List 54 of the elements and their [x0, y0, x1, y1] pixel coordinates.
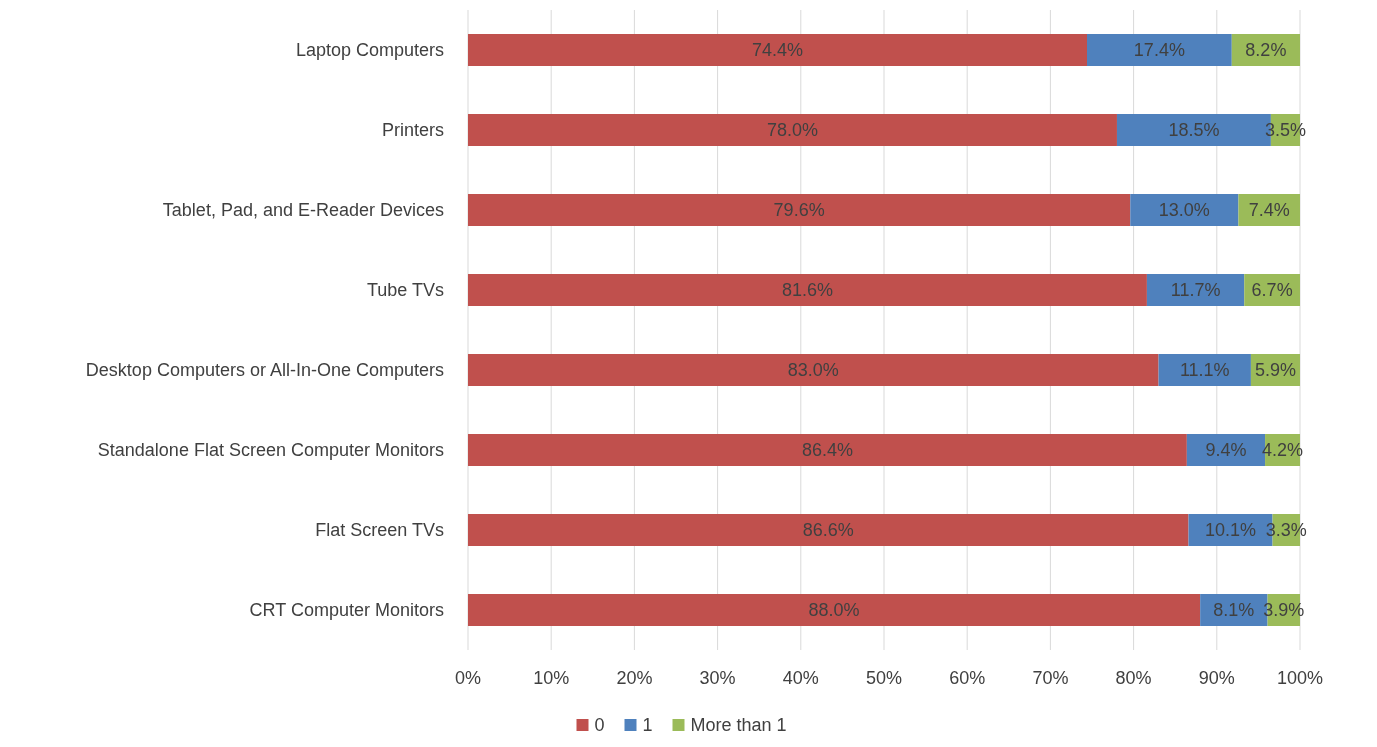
y-tick-label: Tablet, Pad, and E-Reader Devices [162, 200, 444, 221]
data-label: 10.1% [1205, 520, 1257, 541]
bar [468, 194, 1131, 226]
data-label: 81.6% [781, 280, 833, 301]
data-label: 18.5% [1168, 120, 1220, 141]
x-tick-label: 0% [454, 668, 482, 688]
bar [1087, 34, 1232, 66]
bar [468, 114, 1117, 146]
x-tick-label: 10% [533, 668, 570, 688]
data-label: 7.4% [1248, 200, 1290, 221]
data-label: 83.0% [787, 360, 839, 381]
x-tick-label: 70% [1032, 668, 1069, 688]
data-label: 88.0% [808, 600, 860, 621]
legend-label: 1 [642, 715, 653, 736]
data-label: 5.9% [1254, 360, 1296, 381]
x-tick-label: 100% [1276, 668, 1324, 688]
bar [468, 434, 1187, 466]
data-label: 86.6% [802, 520, 854, 541]
legend-label: 0 [594, 715, 605, 736]
data-label: 86.4% [801, 440, 853, 461]
bar [468, 594, 1201, 626]
bar [468, 274, 1147, 306]
x-tick-label: 50% [865, 668, 903, 688]
bar [1158, 354, 1251, 386]
data-label: 79.6% [773, 200, 825, 221]
data-label: 78.0% [766, 120, 818, 141]
data-label: 13.0% [1158, 200, 1210, 221]
x-tick-label: 40% [782, 668, 819, 688]
data-label: 74.4% [751, 40, 804, 61]
bar [1146, 274, 1245, 306]
y-tick-label: Printers [381, 120, 444, 141]
data-label: 17.4% [1133, 40, 1185, 61]
x-tick-label: 60% [949, 668, 986, 688]
bar [468, 34, 1088, 66]
x-tick-label: 90% [1198, 668, 1235, 688]
legend-label: More than 1 [690, 715, 787, 736]
y-tick-label: Laptop Computers [295, 40, 444, 61]
y-tick-label: Tube TVs [366, 280, 444, 301]
data-label: 6.7% [1251, 280, 1293, 301]
x-tick-label: 30% [699, 668, 736, 688]
data-label: 9.4% [1205, 440, 1247, 461]
data-label: 8.2% [1245, 40, 1287, 61]
data-label: 8.1% [1213, 600, 1255, 621]
y-tick-label: CRT Computer Monitors [249, 600, 444, 621]
y-tick-label: Standalone Flat Screen Computer Monitors [97, 440, 444, 461]
x-tick-label: 20% [616, 668, 653, 688]
data-label: 11.7% [1170, 280, 1221, 301]
y-tick-label: Desktop Computers or All-In-One Computers [85, 360, 444, 381]
bar [1130, 194, 1239, 226]
x-tick-label: 80% [1115, 668, 1152, 688]
bar [468, 354, 1159, 386]
data-label: 11.1% [1179, 360, 1230, 381]
y-tick-label: Flat Screen TVs [315, 520, 444, 541]
bar [468, 514, 1189, 546]
